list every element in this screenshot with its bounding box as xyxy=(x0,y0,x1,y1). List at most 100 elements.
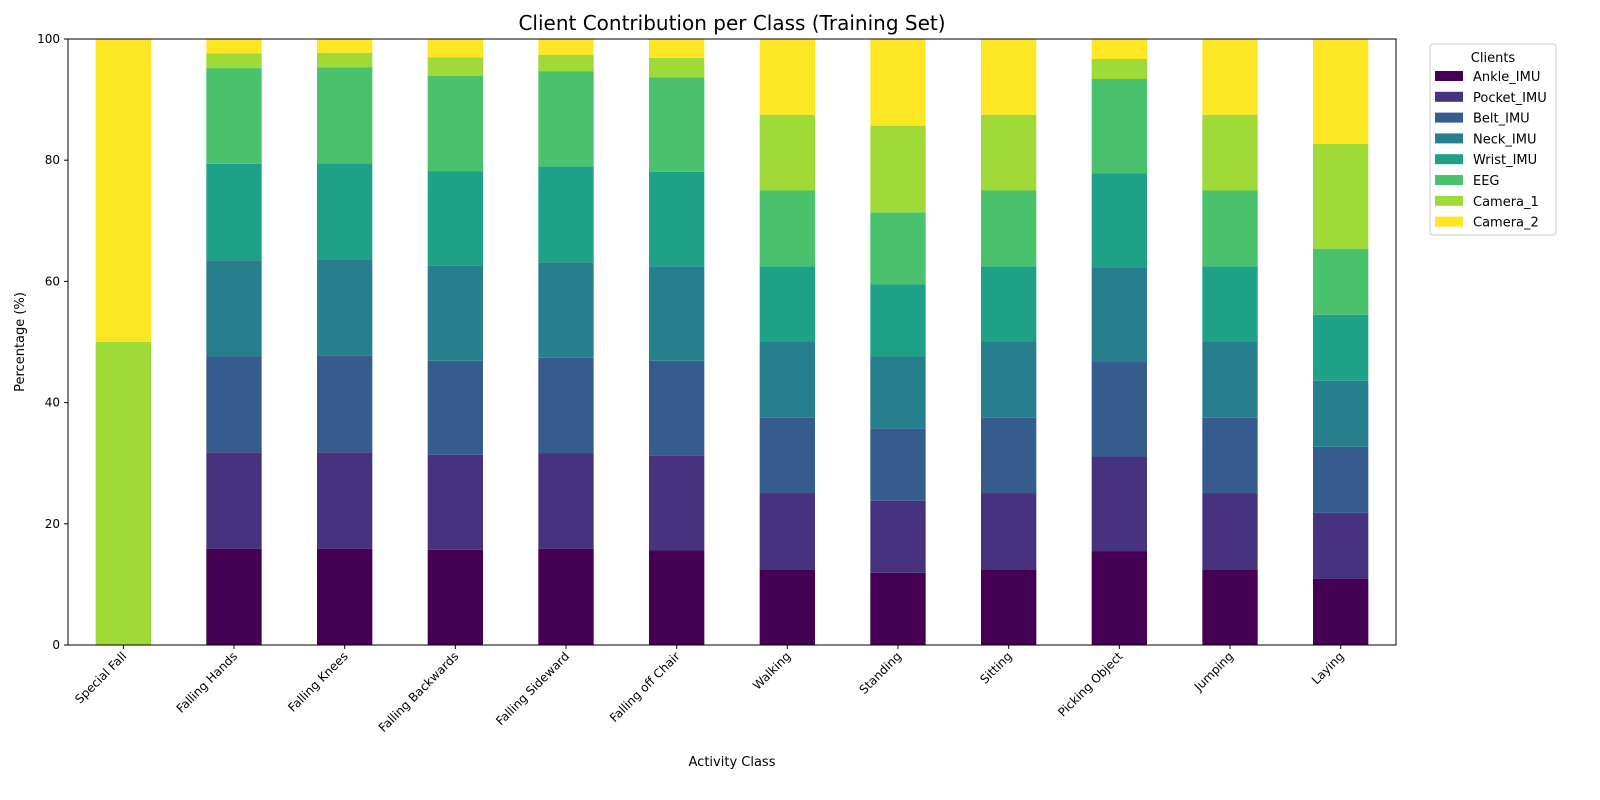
bar-segment-wrist-imu-9 xyxy=(1091,173,1147,268)
bar-segment-camera-2-2 xyxy=(317,38,373,53)
y-tick-label: 100 xyxy=(37,32,60,46)
bar-segment-belt-imu-1 xyxy=(206,356,262,453)
bar-segment-camera-1-2 xyxy=(317,52,373,68)
legend-label-eeg: EEG xyxy=(1473,174,1500,189)
bar-segment-ankle-imu-6 xyxy=(759,569,815,645)
bar-segment-pocket-imu-4 xyxy=(538,453,594,549)
bar-segment-wrist-imu-5 xyxy=(649,171,705,267)
y-axis-label: Percentage (%) xyxy=(13,292,28,392)
bar-segment-camera-1-9 xyxy=(1091,59,1147,79)
bar-segment-wrist-imu-8 xyxy=(981,266,1037,342)
bar-segment-ankle-imu-1 xyxy=(206,548,262,645)
bar-segment-camera-1-1 xyxy=(206,53,262,69)
bar-segment-neck-imu-11 xyxy=(1313,380,1369,447)
bar-segment-neck-imu-2 xyxy=(317,259,373,356)
bar-segment-camera-1-7 xyxy=(870,125,926,213)
bar-segment-camera-2-10 xyxy=(1202,39,1258,115)
bar-segment-pocket-imu-7 xyxy=(870,500,926,573)
y-tick-label: 40 xyxy=(45,396,60,410)
bar-segment-neck-imu-4 xyxy=(538,262,594,358)
bar-segment-camera-2-3 xyxy=(427,39,483,58)
bar-segment-camera-1-0 xyxy=(95,342,151,645)
bar-segment-camera-2-7 xyxy=(870,39,926,126)
bar-segment-camera-2-6 xyxy=(759,39,815,115)
bar-segment-belt-imu-4 xyxy=(538,357,594,454)
bar-segment-eeg-8 xyxy=(981,190,1037,267)
x-tick-label: Laying xyxy=(1309,649,1347,687)
bar-segment-neck-imu-7 xyxy=(870,356,926,429)
legend-label-pocket-imu: Pocket_IMU xyxy=(1473,91,1547,106)
bar-segment-camera-1-3 xyxy=(427,57,483,76)
bar-segment-wrist-imu-2 xyxy=(317,163,373,260)
bar-segment-neck-imu-3 xyxy=(427,265,483,361)
legend-label-ankle-imu: Ankle_IMU xyxy=(1473,70,1540,85)
bar-segment-wrist-imu-7 xyxy=(870,284,926,357)
legend-label-belt-imu: Belt_IMU xyxy=(1473,112,1530,127)
bar-segment-camera-2-9 xyxy=(1091,39,1147,59)
x-tick-label: Falling off Chair xyxy=(607,649,683,725)
bar-segment-camera-2-5 xyxy=(649,39,705,58)
legend-swatch-belt-imu xyxy=(1435,112,1463,123)
bar-segment-wrist-imu-11 xyxy=(1313,314,1369,381)
legend-label-camera-1: Camera_1 xyxy=(1473,195,1539,210)
x-tick-label: Picking Object xyxy=(1055,649,1125,719)
bar-segment-belt-imu-8 xyxy=(981,417,1037,494)
y-tick-label: 0 xyxy=(52,638,60,652)
bar-segment-wrist-imu-6 xyxy=(759,266,815,342)
bar-segment-ankle-imu-10 xyxy=(1202,569,1258,645)
bar-segment-eeg-1 xyxy=(206,68,262,164)
bar-segment-eeg-2 xyxy=(317,67,373,164)
bar-segment-ankle-imu-8 xyxy=(981,569,1037,645)
bar-segment-camera-1-5 xyxy=(649,57,705,78)
bar-segment-camera-2-11 xyxy=(1313,39,1369,144)
bar-segment-eeg-9 xyxy=(1091,79,1147,174)
legend-frame xyxy=(1429,43,1557,236)
legend-swatch-camera-2 xyxy=(1435,216,1463,227)
bar-segment-pocket-imu-9 xyxy=(1091,456,1147,552)
legend-swatch-camera-1 xyxy=(1435,195,1463,206)
x-tick-label: Falling Backwards xyxy=(376,649,462,735)
bar-segment-wrist-imu-1 xyxy=(206,163,262,261)
bar-segment-eeg-4 xyxy=(538,71,594,167)
bar-segment-neck-imu-6 xyxy=(759,342,815,418)
legend-swatch-wrist-imu xyxy=(1435,154,1463,165)
bar-segment-wrist-imu-3 xyxy=(427,171,483,266)
y-axis: 0 20 40 60 80 100 xyxy=(37,32,68,652)
bar-segment-neck-imu-5 xyxy=(649,266,705,361)
bar-segment-belt-imu-11 xyxy=(1313,446,1369,513)
bar-segment-belt-imu-7 xyxy=(870,428,926,501)
legend-label-neck-imu: Neck_IMU xyxy=(1473,132,1536,147)
bar-segment-pocket-imu-11 xyxy=(1313,512,1369,579)
bar-segment-belt-imu-6 xyxy=(759,417,815,494)
bar-segment-camera-2-1 xyxy=(206,38,262,54)
y-tick-label: 20 xyxy=(45,517,60,531)
bar-segment-pocket-imu-1 xyxy=(206,452,262,549)
bar-segment-eeg-11 xyxy=(1313,248,1369,315)
bar-segment-eeg-6 xyxy=(759,190,815,267)
x-tick-label: Special Fall xyxy=(72,649,129,706)
y-tick-label: 80 xyxy=(45,153,60,167)
x-tick-label: Falling Knees xyxy=(285,649,351,715)
legend-label-wrist-imu: Wrist_IMU xyxy=(1473,153,1537,168)
legend-swatch-eeg xyxy=(1435,175,1463,185)
bar-segment-camera-2-0 xyxy=(95,39,151,342)
bar-segment-ankle-imu-2 xyxy=(317,548,373,645)
bar-segment-belt-imu-5 xyxy=(649,360,705,456)
x-tick-label: Sitting xyxy=(977,649,1014,686)
x-tick-label: Jumping xyxy=(1191,649,1236,694)
bar-segment-pocket-imu-3 xyxy=(427,454,483,550)
bar-segment-pocket-imu-10 xyxy=(1202,493,1258,570)
bar-segment-eeg-7 xyxy=(870,212,926,285)
legend-swatch-neck-imu xyxy=(1435,133,1463,144)
bar-segment-wrist-imu-10 xyxy=(1202,266,1258,342)
x-axis: Special Fall Falling Hands Falling Knees Fa… xyxy=(72,645,1347,735)
bar-segment-neck-imu-1 xyxy=(206,260,262,357)
bar-segment-belt-imu-10 xyxy=(1202,417,1258,494)
bar-segment-ankle-imu-11 xyxy=(1313,578,1369,645)
x-tick-label: Falling Sideward xyxy=(493,649,572,728)
x-tick-label: Falling Hands xyxy=(174,649,241,716)
bar-segment-pocket-imu-6 xyxy=(759,493,815,570)
bar-segment-belt-imu-3 xyxy=(427,360,483,455)
legend-title: Clients xyxy=(1471,51,1516,66)
y-tick-label: 60 xyxy=(45,274,60,288)
